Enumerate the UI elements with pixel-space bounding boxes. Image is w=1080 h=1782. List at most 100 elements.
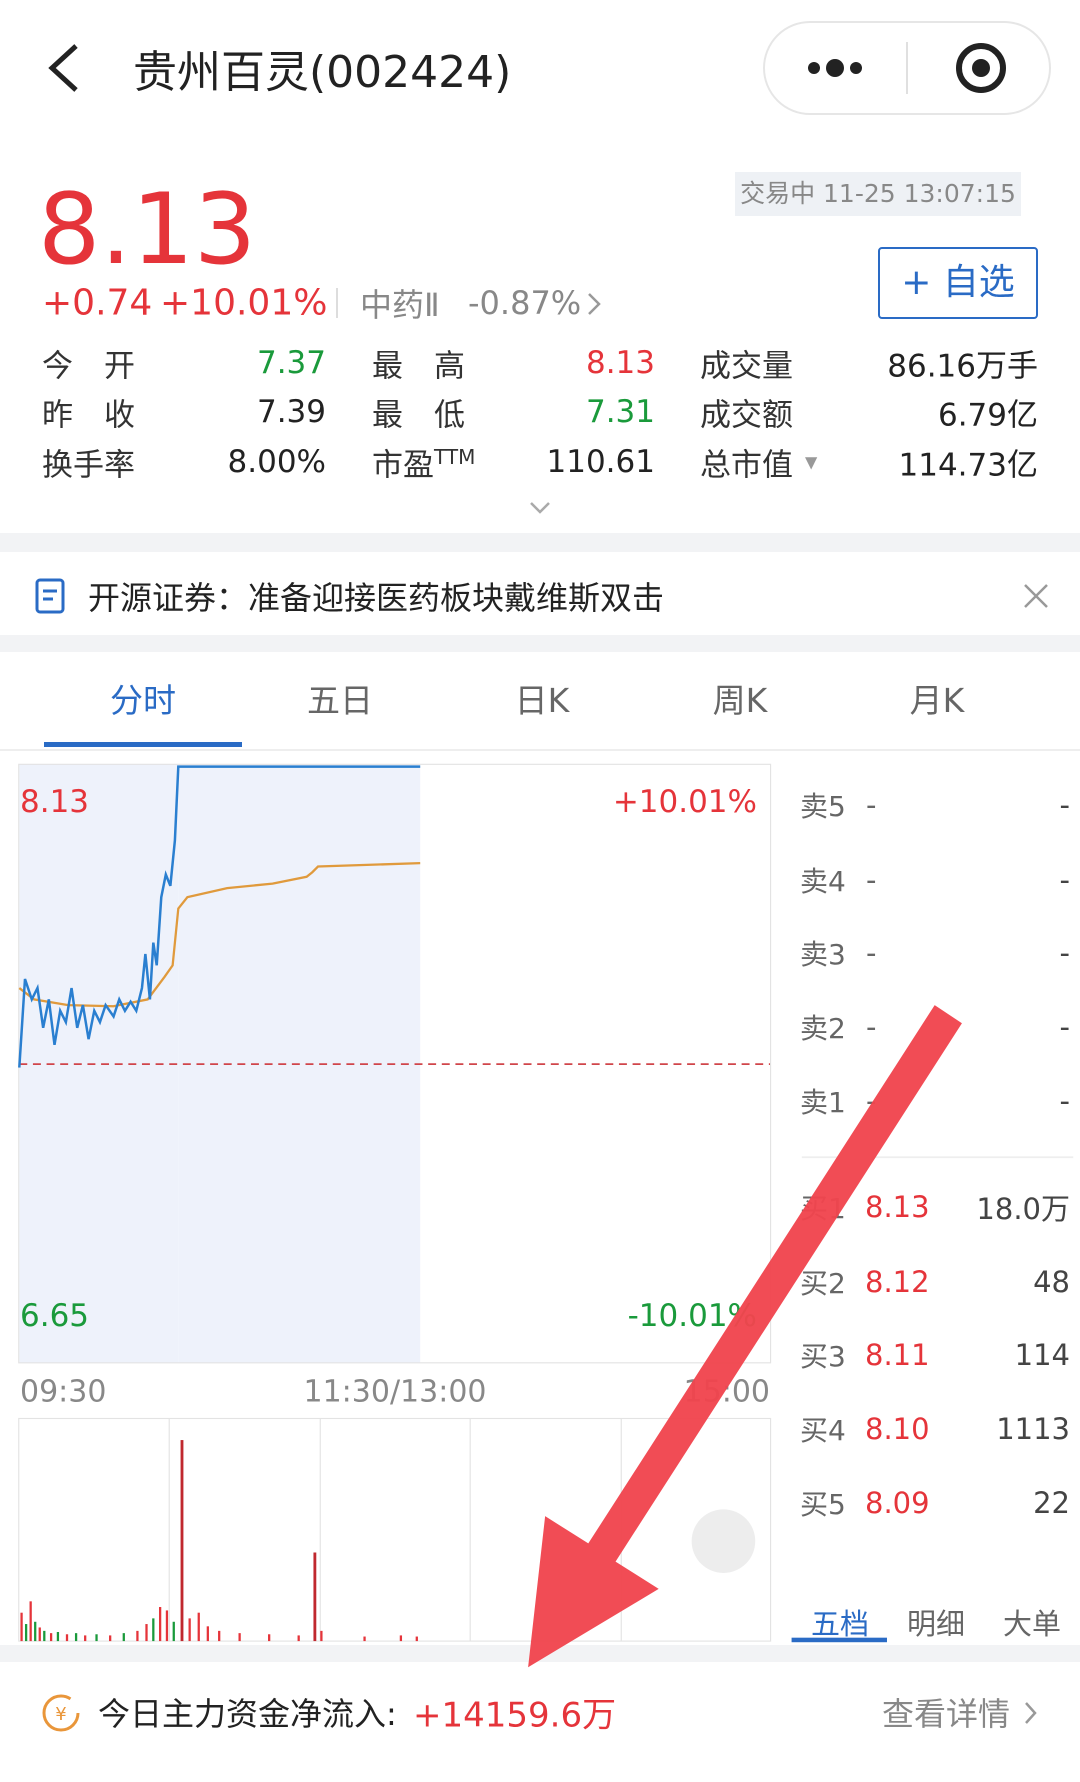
stat-value: 110.61: [546, 444, 655, 480]
tab[interactable]: 日K: [514, 681, 570, 720]
y-max-pct: +10.01%: [612, 784, 757, 820]
news-text[interactable]: 开源证券：准备迎接医药板块戴维斯双击: [88, 579, 665, 617]
book-volume: -: [1059, 863, 1070, 897]
stat-label: 成交量: [700, 348, 793, 385]
book-volume: 114: [1014, 1338, 1070, 1372]
stat-value: 114.73亿: [898, 447, 1038, 484]
expand-icon[interactable]: [528, 500, 552, 516]
book-volume: -: [1059, 788, 1070, 822]
stat-label: 总市值: [700, 447, 793, 484]
book-price: 8.10: [865, 1412, 930, 1446]
book-price: -: [866, 863, 877, 897]
floating-button[interactable]: [691, 1509, 756, 1573]
watch-button[interactable]: + 自选: [878, 247, 1038, 319]
book-tab[interactable]: 五档: [810, 1607, 870, 1641]
price: 8.13: [38, 173, 257, 287]
time-label: 09:30: [20, 1374, 107, 1410]
book-volume: 48: [1033, 1265, 1070, 1299]
chevron: [588, 293, 601, 315]
stat-label: 最 高: [372, 348, 465, 385]
change: +0.74: [42, 282, 153, 324]
news-close[interactable]: [1022, 582, 1050, 610]
news-icon: [35, 578, 65, 614]
money-icon: ¥: [42, 1694, 80, 1732]
close-dot: [972, 59, 990, 77]
book-label: 买3: [800, 1340, 846, 1373]
stat-value: 7.37: [256, 345, 326, 381]
book-price: 8.13: [865, 1190, 930, 1224]
book-label: 买2: [800, 1267, 846, 1300]
header-graphics: [48, 21, 1051, 115]
book-label: 卖5: [800, 790, 846, 823]
status: 交易中 11-25 13:07:15: [735, 172, 1021, 216]
price-line: [18, 765, 421, 1068]
book-label: 卖2: [800, 1012, 846, 1045]
y-max-label: 8.13: [20, 784, 90, 820]
stat-value: 6.79亿: [937, 397, 1038, 434]
sector[interactable]: 中药Ⅱ: [360, 286, 440, 324]
separator: [0, 533, 1080, 552]
book-label: 卖1: [800, 1086, 846, 1119]
volume-panel: [18, 1417, 772, 1642]
stat-label: 成交额: [700, 397, 793, 434]
book-tab[interactable]: 明细: [906, 1607, 966, 1641]
stat-label: 市盈TTM: [372, 445, 476, 484]
book-volume: -: [1059, 1010, 1070, 1044]
book-price: -: [866, 788, 877, 822]
close-icon[interactable]: [956, 43, 1006, 93]
more-dot[interactable]: [826, 59, 844, 77]
tab[interactable]: 月K: [909, 681, 965, 720]
book-price: 8.12: [865, 1265, 930, 1299]
dropdown-icon[interactable]: ▼: [805, 452, 818, 472]
divider: [336, 288, 338, 318]
stat-label: 今 开: [42, 348, 135, 385]
book-price: -: [866, 936, 877, 970]
sector-change: -0.87%: [468, 284, 582, 322]
book-volume: 22: [1033, 1486, 1070, 1520]
more-dot[interactable]: [850, 62, 862, 74]
book-price: 8.11: [865, 1338, 930, 1372]
tab-border: [0, 749, 1080, 751]
detail-chevron[interactable]: [1022, 1700, 1040, 1726]
y-min-pct: -10.01%: [627, 1298, 757, 1334]
book-tab[interactable]: 大单: [1002, 1607, 1062, 1641]
tab-underline: [44, 742, 242, 747]
volume-grid: [168, 1418, 622, 1642]
volume-bars: [20, 1440, 418, 1642]
change-pct: +10.01%: [160, 282, 328, 324]
svg-text:¥: ¥: [55, 1704, 66, 1725]
tab[interactable]: 分时: [110, 681, 176, 720]
flow-label: 今日主力资金净流入:: [98, 1695, 397, 1733]
separator: [0, 635, 1080, 652]
book-volume: -: [1059, 1084, 1070, 1118]
more-dot[interactable]: [808, 62, 820, 74]
book-volume: 18.0万: [976, 1192, 1070, 1226]
book-price: -: [866, 1010, 877, 1044]
book-label: 买5: [800, 1488, 846, 1521]
tab[interactable]: 周K: [712, 681, 768, 720]
title: 贵州百灵(002424): [133, 47, 512, 98]
stat-label: 昨 收: [42, 397, 135, 434]
time-label: 15:00: [683, 1374, 770, 1410]
book-price: -: [866, 1084, 877, 1118]
stat-value: 7.31: [585, 394, 655, 430]
time-label: 11:30/13:00: [303, 1374, 487, 1410]
book-volume: -: [1059, 936, 1070, 970]
stat-label: 最 低: [372, 397, 465, 434]
book-label: 卖3: [800, 938, 846, 971]
book-label: 买4: [800, 1414, 846, 1447]
stat-value: 7.39: [256, 394, 326, 430]
price-shade: [19, 764, 179, 1363]
back-icon[interactable]: [48, 44, 78, 92]
book-label: 卖4: [800, 865, 846, 898]
separator: [0, 1645, 1080, 1662]
book-price: 8.09: [865, 1486, 930, 1520]
stat-value: 8.13: [585, 345, 655, 381]
detail-link[interactable]: 查看详情: [881, 1695, 1010, 1733]
tab[interactable]: 五日: [307, 681, 373, 720]
stat-value: 8.00%: [227, 444, 326, 480]
stat-value: 86.16万手: [887, 348, 1038, 385]
y-min-label: 6.65: [20, 1298, 90, 1334]
